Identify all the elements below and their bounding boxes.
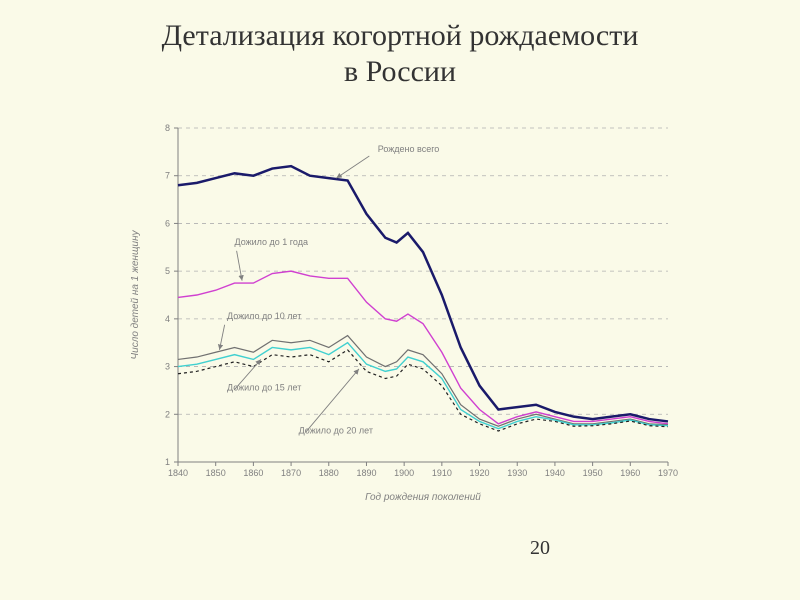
svg-text:1900: 1900 xyxy=(394,468,414,478)
title-line-2: в России xyxy=(344,55,456,88)
chart-svg: 1840 1850 1860 1870 1880 1890 1900 1910 1920 1930… xyxy=(120,120,680,510)
svg-text:5: 5 xyxy=(165,266,170,276)
svg-text:4: 4 xyxy=(165,314,170,324)
svg-text:1910: 1910 xyxy=(432,468,452,478)
svg-text:1920: 1920 xyxy=(470,468,490,478)
svg-text:2: 2 xyxy=(165,409,170,419)
svg-text:3: 3 xyxy=(165,362,170,372)
svg-text:Рождено всего: Рождено всего xyxy=(378,144,440,154)
svg-text:1840: 1840 xyxy=(168,468,188,478)
svg-text:1870: 1870 xyxy=(281,468,301,478)
svg-text:Число детей на 1 женщину: Число детей на 1 женщину xyxy=(130,229,141,359)
page-number: 20 xyxy=(530,537,550,560)
svg-text:1960: 1960 xyxy=(620,468,640,478)
svg-text:7: 7 xyxy=(165,171,170,181)
svg-text:Дожило до 10 лет: Дожило до 10 лет xyxy=(227,311,301,321)
svg-text:1970: 1970 xyxy=(658,468,678,478)
chart: 1840 1850 1860 1870 1880 1890 1900 1910 1920 1930… xyxy=(120,120,680,510)
svg-text:6: 6 xyxy=(165,218,170,228)
svg-text:1: 1 xyxy=(165,457,170,467)
svg-text:1950: 1950 xyxy=(583,468,603,478)
title-line-1: Детализация когортной рождаемости xyxy=(162,19,639,52)
svg-text:1860: 1860 xyxy=(243,468,263,478)
svg-text:Дожило до 1 года: Дожило до 1 года xyxy=(235,237,308,247)
slide-title: Детализация когортной рождаемости в Росс… xyxy=(0,0,800,90)
svg-text:1890: 1890 xyxy=(356,468,376,478)
svg-text:Год рождения поколений: Год рождения поколений xyxy=(365,492,481,503)
slide: Детализация когортной рождаемости в Росс… xyxy=(0,0,800,600)
svg-text:1880: 1880 xyxy=(319,468,339,478)
svg-text:8: 8 xyxy=(165,123,170,133)
svg-text:1850: 1850 xyxy=(206,468,226,478)
svg-text:Дожило до 15 лет: Дожило до 15 лет xyxy=(227,382,301,392)
svg-text:1940: 1940 xyxy=(545,468,565,478)
svg-text:1930: 1930 xyxy=(507,468,527,478)
